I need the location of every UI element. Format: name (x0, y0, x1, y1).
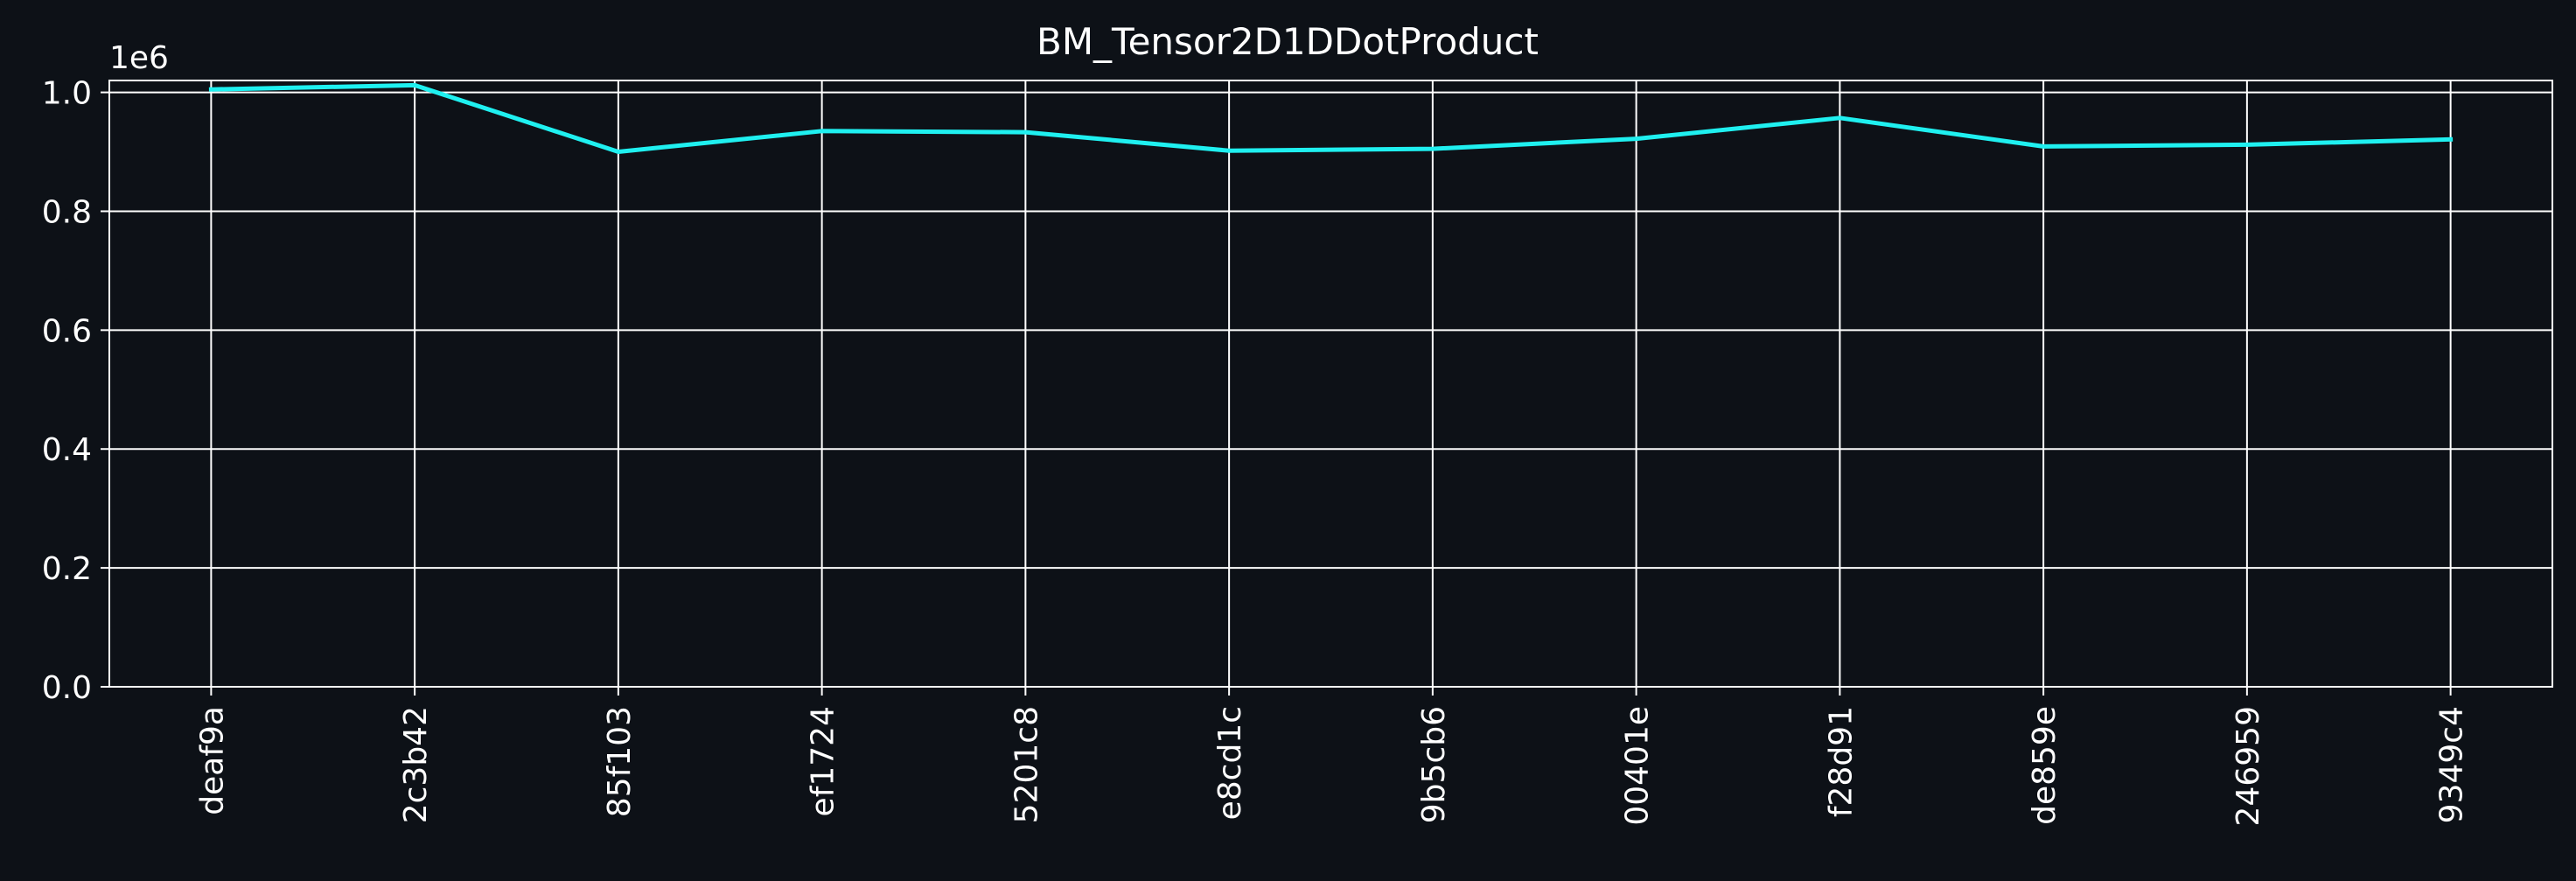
y-tick-label: 0.4 (42, 432, 92, 468)
x-tick-label: ef1724 (806, 706, 841, 816)
series-line (208, 82, 2454, 154)
x-tick-label: 00401e (1620, 706, 1656, 826)
y-tick-label: 0.6 (42, 313, 92, 349)
y-tick-label: 0.8 (42, 194, 92, 230)
x-tick-label: 2c3b42 (398, 706, 434, 823)
axes (101, 80, 2553, 696)
x-tick-label: 5201c8 (1009, 706, 1044, 823)
x-tick-label: deaf9a (194, 706, 230, 815)
y-axis-offset-label: 1e6 (109, 40, 169, 76)
x-tick-label: f28d91 (1823, 706, 1859, 817)
plot-frame (108, 80, 2553, 688)
x-tick-label: de859e (2027, 706, 2063, 825)
x-tick-label: 9b5cb6 (1416, 706, 1452, 823)
y-tick-label: 1.0 (42, 76, 92, 112)
tick-labels: 0.0 0.2 0.4 0.6 0.8 1.0 deaf9a 2c3b42 85f103 ef17… (42, 76, 2470, 827)
grid (109, 80, 2552, 688)
series (208, 82, 2454, 154)
y-tick-label: 0.0 (42, 670, 92, 706)
x-tick-label: 9349c4 (2434, 706, 2470, 823)
x-tick-label: 85f103 (602, 706, 638, 817)
y-tick-label: 0.2 (42, 551, 92, 587)
chart-title: BM_Tensor2D1DDotProduct (1037, 20, 1539, 63)
x-tick-label: e8cd1c (1212, 706, 1248, 820)
x-tick-label: 246959 (2230, 706, 2266, 826)
